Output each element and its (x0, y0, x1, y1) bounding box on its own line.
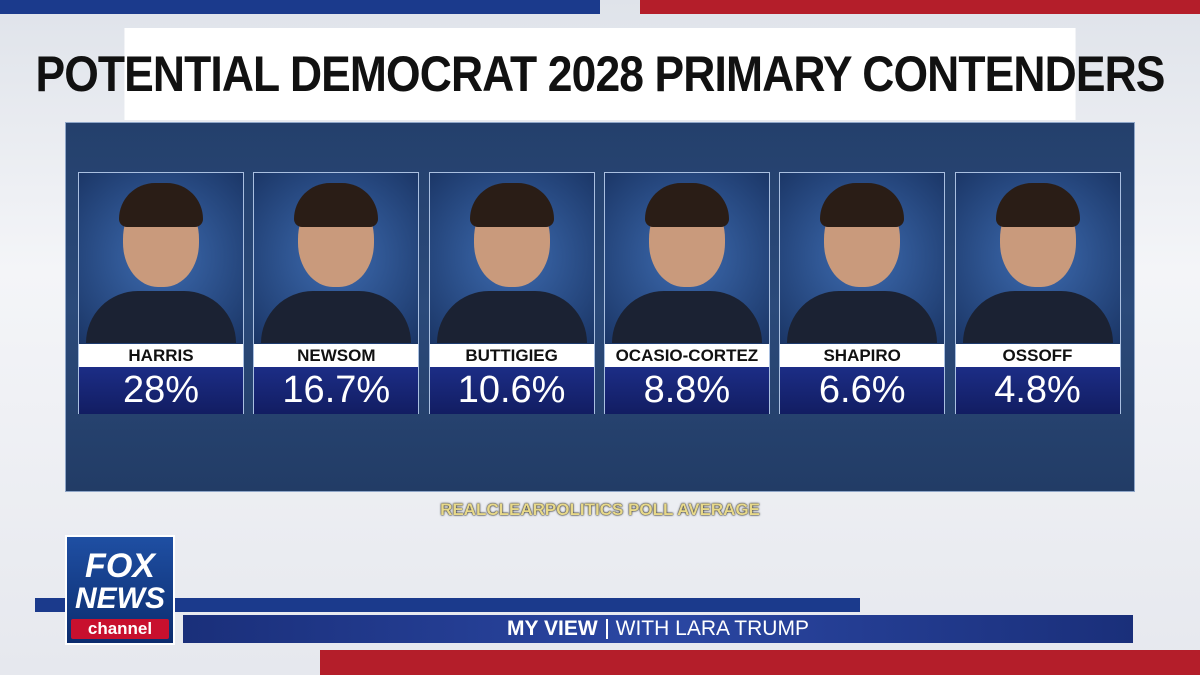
candidate-value: 28% (79, 367, 243, 414)
candidate-name: BUTTIGIEG (429, 344, 594, 367)
logo-text: FOX (85, 547, 155, 585)
logo-text: NEWS (75, 582, 165, 615)
stripe (0, 0, 600, 14)
candidate-card: HARRIS 28% (78, 172, 244, 414)
candidate-name: HARRIS (79, 344, 243, 367)
candidate-value: 4.8% (955, 367, 1120, 414)
stripe (35, 598, 860, 612)
portrait-hair (119, 183, 203, 227)
logo: FOX NEWS channel (65, 535, 175, 645)
portrait-body (787, 291, 938, 343)
candidate-name: NEWSOM (254, 344, 419, 367)
portrait-body (86, 291, 236, 343)
portrait-body (436, 291, 587, 343)
portrait-body (962, 291, 1113, 343)
banner: MY VIEW WITH LARA TRUMP (183, 615, 1133, 643)
show-name: MY VIEW (507, 617, 598, 640)
candidate-value: 8.8% (604, 367, 769, 414)
portrait-hair (294, 183, 379, 227)
candidate-name: SHAPIRO (780, 344, 945, 367)
candidate-card: SHAPIRO 6.6% (779, 172, 946, 414)
source: REALCLEARPOLITICS POLL AVERAGE (440, 500, 760, 519)
portrait-hair (469, 183, 554, 227)
portrait-body (611, 291, 762, 343)
candidate-value: 6.6% (780, 367, 945, 414)
divider (605, 619, 608, 639)
title: POTENTIAL DEMOCRAT 2028 PRIMARY CONTENDE… (35, 28, 1165, 120)
candidate-card: OCASIO-CORTEZ 8.8% (603, 172, 770, 414)
candidate-value: 10.6% (429, 367, 594, 414)
candidate-card: NEWSOM 16.7% (253, 172, 420, 414)
candidate-card: OSSOFF 4.8% (954, 172, 1121, 414)
logo-text: channel (71, 619, 169, 639)
host-name: WITH LARA TRUMP (615, 617, 809, 640)
portrait-hair (644, 183, 729, 227)
candidate-name: OSSOFF (955, 344, 1120, 367)
candidate-card: BUTTIGIEG 10.6% (428, 172, 595, 414)
candidate-value: 16.7% (254, 367, 419, 414)
stripe (320, 650, 1200, 675)
candidate-name: OCASIO-CORTEZ (604, 344, 769, 367)
portrait-body (261, 291, 412, 343)
stripe (640, 0, 1200, 14)
portrait-hair (995, 183, 1080, 227)
portrait-hair (820, 183, 905, 227)
